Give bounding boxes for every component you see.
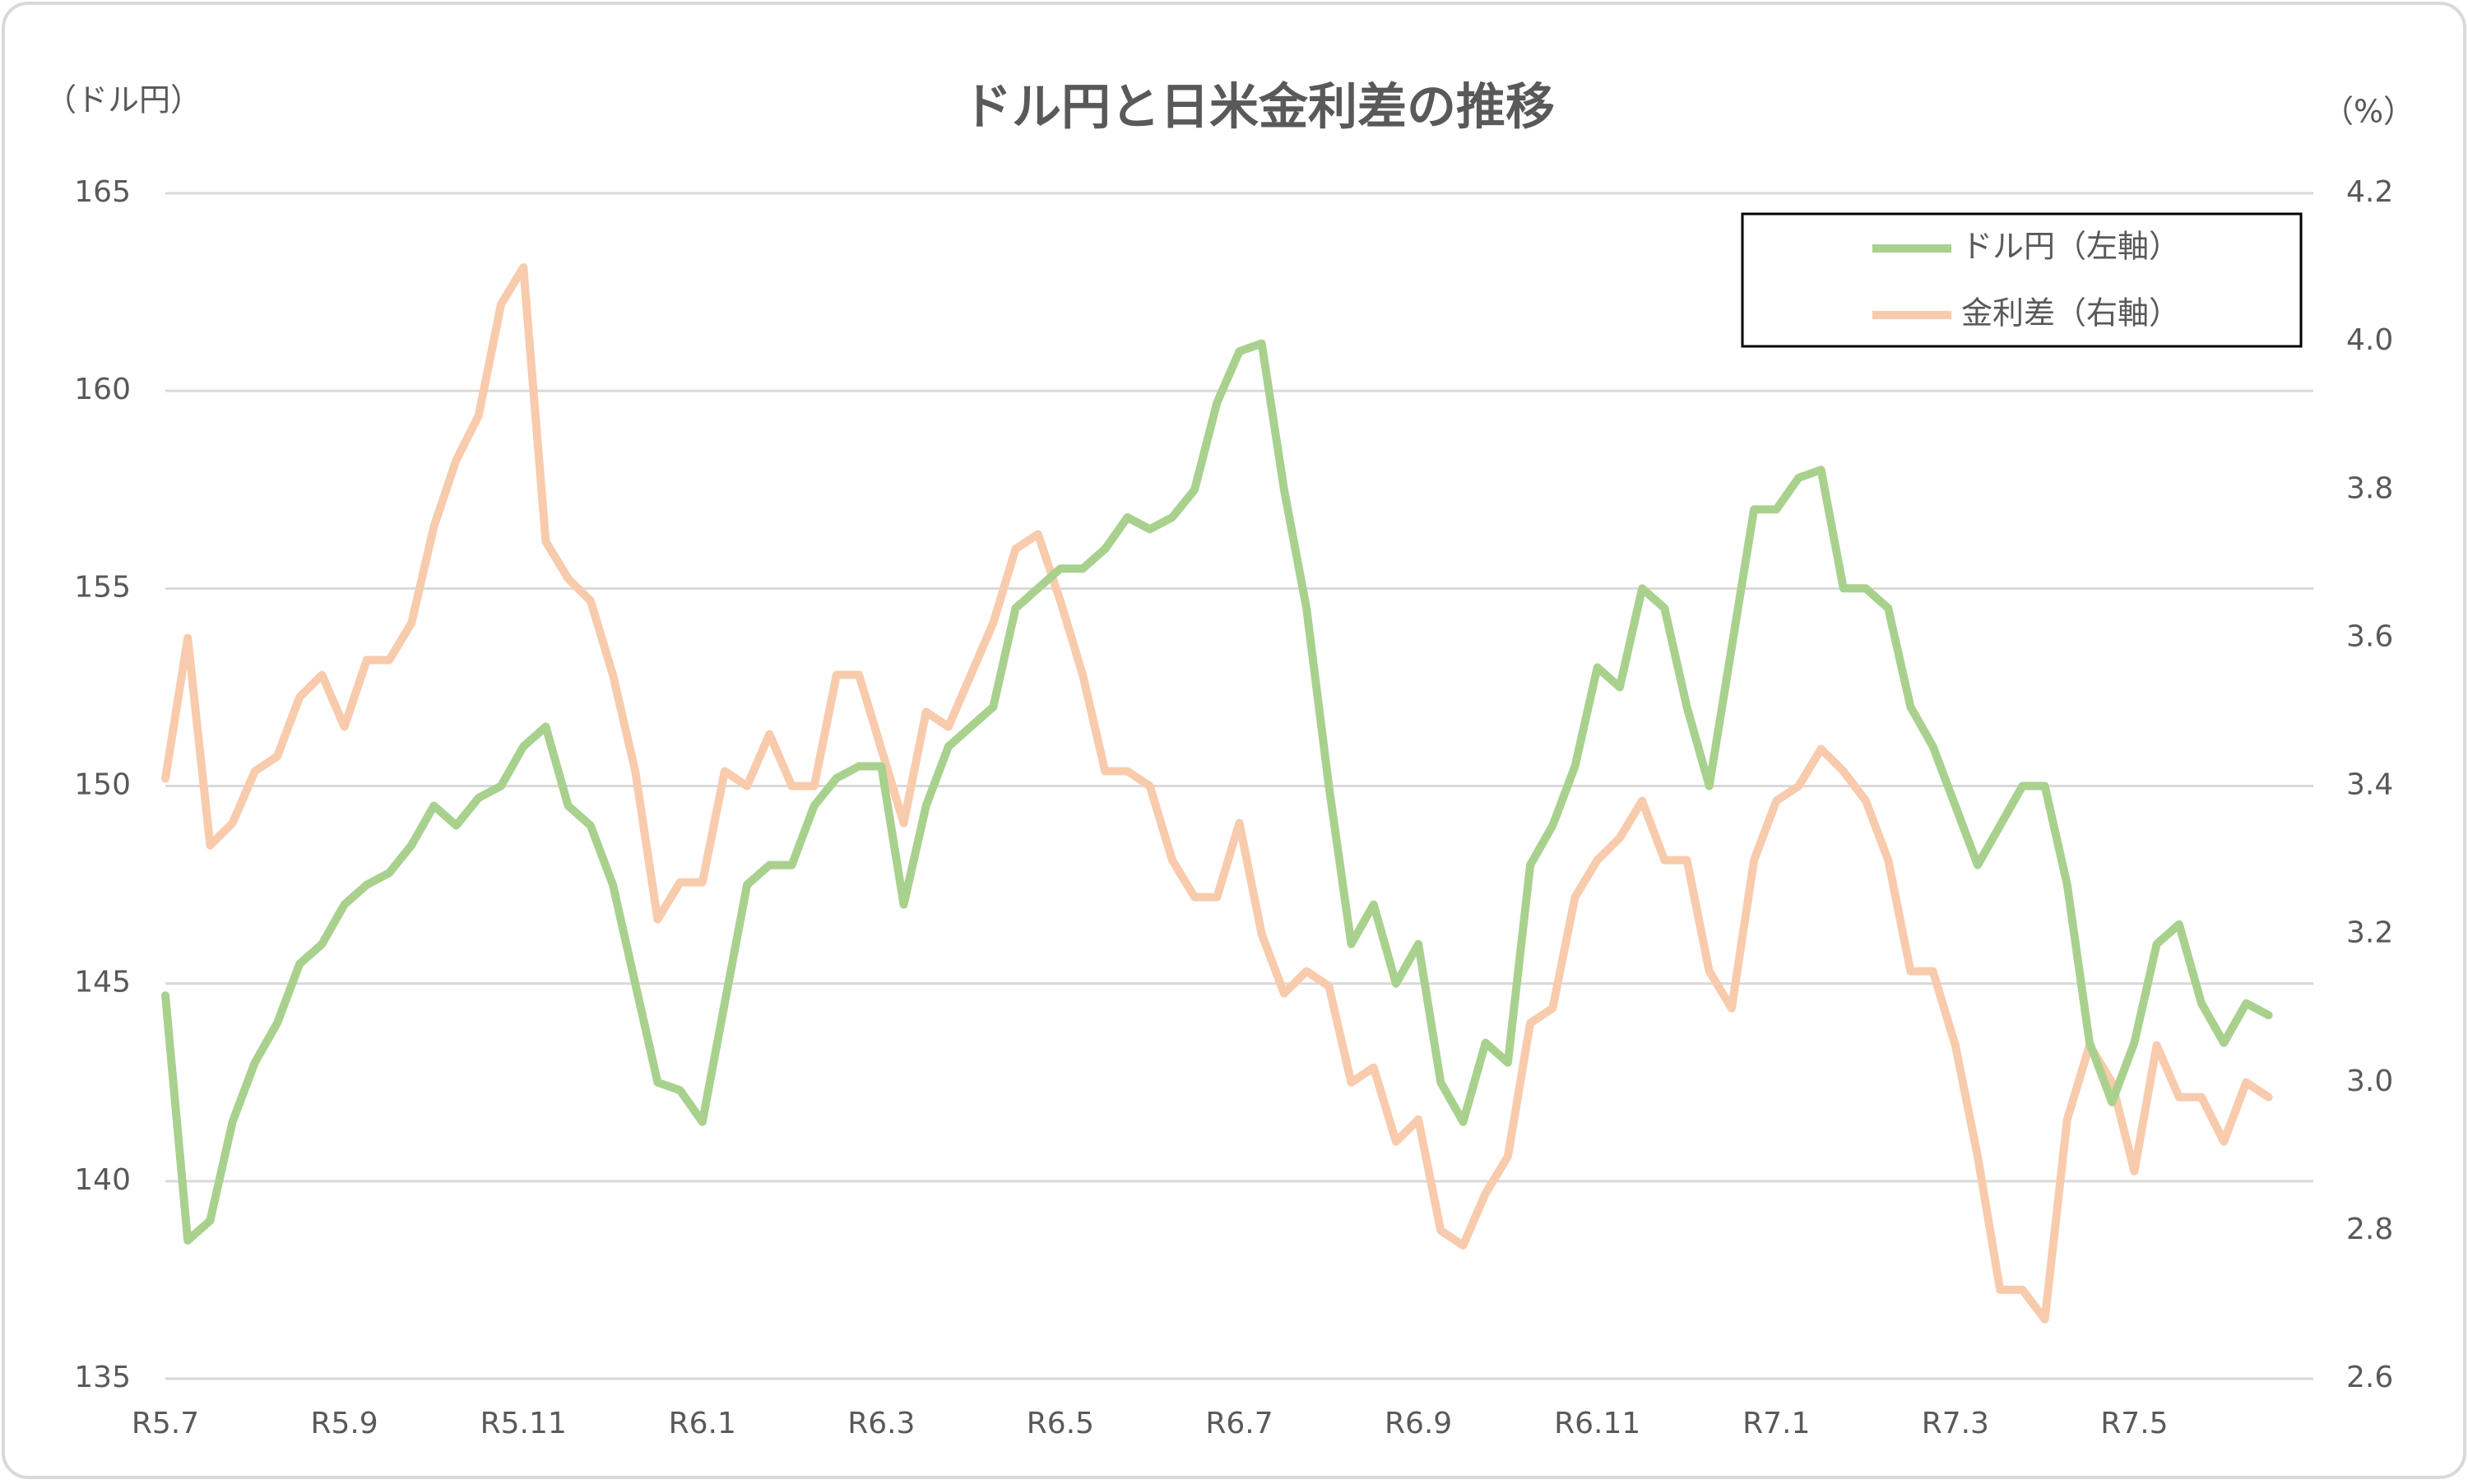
x-tick-label: R6.5 <box>1027 1407 1094 1440</box>
x-tick-label: R5.7 <box>132 1407 199 1440</box>
data-line <box>161 339 2273 1245</box>
x-tick-label: R5.9 <box>310 1407 378 1440</box>
y2-tick-label: 2.6 <box>2346 1361 2393 1394</box>
legend-label: ドル円（左軸） <box>1961 229 2180 265</box>
x-tick-label: R6.11 <box>1554 1407 1640 1440</box>
legend-label: 金利差（右軸） <box>1961 295 2180 332</box>
y-tick-label: 135 <box>74 1361 131 1394</box>
y2-tick-label: 3.8 <box>2346 471 2393 505</box>
y-axis-label: （ドル円） <box>45 82 202 118</box>
x-tick-label: R6.1 <box>669 1407 736 1440</box>
x-tick-label: R7.3 <box>1922 1407 1989 1440</box>
y-tick-label: 140 <box>74 1163 131 1197</box>
x-tick-label: R6.9 <box>1385 1407 1452 1440</box>
x-tick-label: R5.11 <box>480 1407 567 1440</box>
x-tick-label: R6.7 <box>1205 1407 1273 1440</box>
legend-box <box>1741 212 2303 348</box>
y2-tick-label: 3.6 <box>2346 619 2393 653</box>
y-tick-label: 155 <box>74 570 131 604</box>
y2-tick-label: 4.0 <box>2346 323 2393 357</box>
y-tick-label: 150 <box>74 768 131 802</box>
y2-tick-label: 3.4 <box>2346 768 2393 802</box>
y2-tick-label: 4.2 <box>2346 175 2393 209</box>
data-line <box>161 263 2273 1324</box>
x-tick-label: R6.3 <box>847 1407 915 1440</box>
x-tick-label: R7.5 <box>2100 1407 2168 1440</box>
y2-axis-label: （%） <box>2322 94 2415 130</box>
x-tick-label: R7.1 <box>1742 1407 1810 1440</box>
y2-tick-label: 2.8 <box>2346 1213 2393 1246</box>
y2-tick-label: 3.0 <box>2346 1064 2393 1098</box>
y-tick-label: 160 <box>74 373 131 406</box>
y-tick-label: 165 <box>74 175 131 209</box>
y-tick-label: 145 <box>74 966 131 999</box>
chart-title: ドル円と日米金利差の推移 <box>963 79 1555 137</box>
y2-tick-label: 3.2 <box>2346 916 2393 950</box>
